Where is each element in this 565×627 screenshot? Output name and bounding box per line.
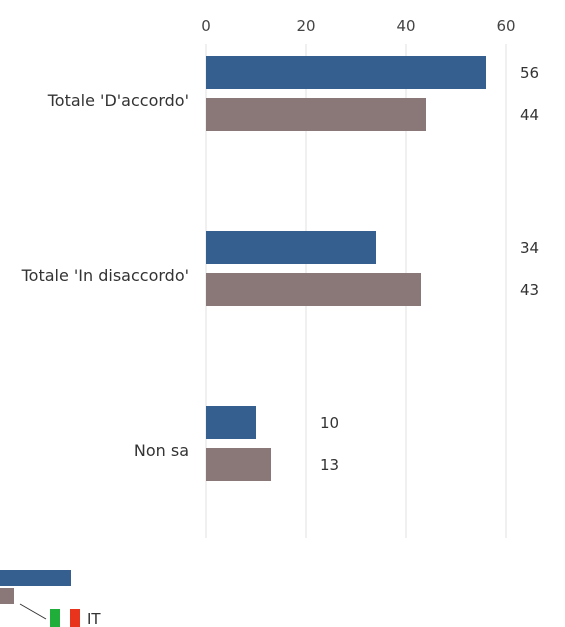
category-label: Non sa xyxy=(134,441,189,460)
bar xyxy=(206,273,421,306)
italy-flag-icon xyxy=(60,609,70,627)
legend-connector xyxy=(19,603,47,620)
x-tick-label: 60 xyxy=(496,17,515,35)
legend-swatch xyxy=(0,570,71,586)
data-label: 44 xyxy=(520,106,539,124)
data-label: 43 xyxy=(520,281,539,299)
x-tick-label: 0 xyxy=(201,17,211,35)
bar xyxy=(206,448,271,481)
data-label: 56 xyxy=(520,64,539,82)
bar xyxy=(206,231,376,264)
category-label: Totale 'In disaccordo' xyxy=(21,266,189,285)
data-label: 34 xyxy=(520,239,539,257)
bar xyxy=(206,98,426,131)
italy-flag-icon xyxy=(70,609,80,627)
data-label: 13 xyxy=(320,456,339,474)
x-tick-label: 40 xyxy=(396,17,415,35)
bar xyxy=(206,56,486,89)
legend-label: IT xyxy=(87,610,101,627)
italy-flag-icon xyxy=(50,609,60,627)
category-label: Totale 'D'accordo' xyxy=(47,91,189,110)
bar xyxy=(206,406,256,439)
legend-swatch xyxy=(0,588,14,604)
x-tick-label: 20 xyxy=(296,17,315,35)
data-label: 10 xyxy=(320,414,339,432)
